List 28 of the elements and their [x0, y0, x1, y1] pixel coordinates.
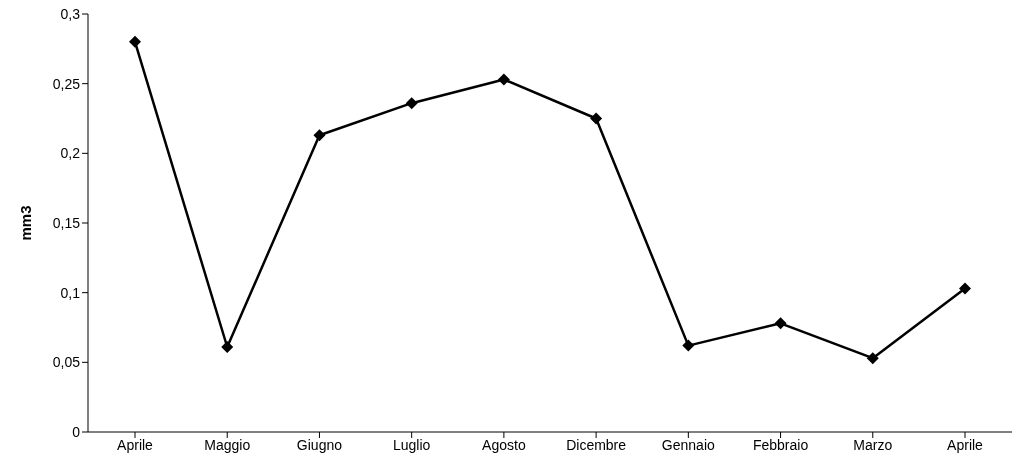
y-tick-label: 0,3 [60, 5, 81, 22]
x-tick-label: Gennaio [661, 436, 716, 453]
y-tick-label: 0 [72, 423, 81, 440]
y-axis-title: mm3 [17, 205, 35, 241]
point [866, 352, 879, 365]
y-tick-label: 0,15 [52, 214, 81, 231]
x-tick-label: Febbraio [752, 436, 809, 453]
y-tick-label: 0,25 [52, 75, 81, 92]
y-tick-label: 0,2 [60, 145, 81, 162]
x-tick-label: Aprile [947, 436, 984, 453]
x-tick-label: Giugno [296, 436, 343, 453]
point [497, 73, 510, 86]
x-tick-label: Agosto [482, 436, 526, 453]
point [590, 112, 603, 125]
point [129, 35, 141, 48]
point [313, 129, 326, 142]
point [221, 341, 234, 354]
point [405, 97, 418, 110]
x-tick-label: Aprile [117, 436, 154, 453]
point [959, 282, 971, 295]
point [774, 317, 787, 330]
x-tick-label: Dicembre [566, 436, 627, 453]
y-tick-label: 0,05 [52, 354, 81, 371]
x-tick-label: Maggio [204, 436, 251, 453]
x-tick-label: Luglio [392, 436, 431, 453]
y-tick-label: 0,1 [60, 284, 81, 301]
point [682, 339, 695, 352]
x-tick-label: Marzo [853, 436, 893, 453]
